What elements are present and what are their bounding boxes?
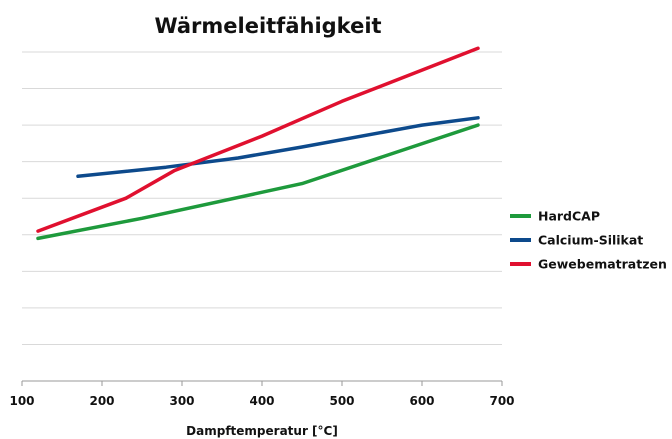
legend: HardCAP Calcium-Silikat Gewebematratzen [510, 209, 667, 272]
x-tick-label: 600 [409, 394, 434, 408]
series-lines [36, 46, 480, 241]
series-line-hardcap [36, 123, 480, 241]
x-tick-label: 400 [249, 394, 274, 408]
x-tick-label: 200 [89, 394, 114, 408]
legend-label: HardCAP [538, 209, 600, 224]
legend-label: Calcium-Silikat [538, 233, 643, 248]
x-axis-label: Dampftemperatur [°C] [186, 424, 338, 438]
legend-label: Gewebematratzen [538, 257, 667, 272]
grid-lines [22, 51, 502, 345]
x-tick-label: 300 [169, 394, 194, 408]
x-tick-label: 500 [329, 394, 354, 408]
x-axis: 100 200 300 400 500 600 700 [9, 380, 515, 408]
series-line-gewebematratzen [36, 46, 480, 233]
chart-title: Wärmeleitfähigkeit [154, 14, 381, 38]
x-tick-label: 700 [489, 394, 514, 408]
x-tick-label: 100 [9, 394, 34, 408]
series-line-calcium-silikat [76, 116, 480, 179]
